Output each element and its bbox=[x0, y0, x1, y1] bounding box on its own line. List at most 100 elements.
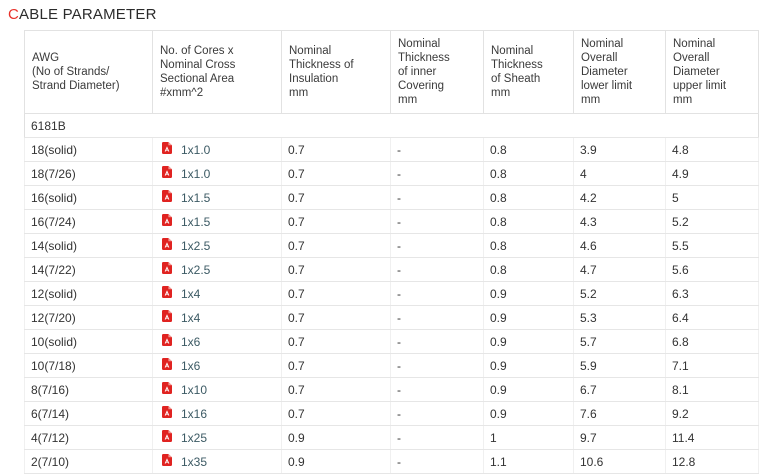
cell-insulation: 0.7 bbox=[281, 233, 391, 258]
cell-insulation: 0.7 bbox=[281, 209, 391, 234]
pdf-file-icon[interactable] bbox=[162, 214, 172, 229]
cores-pdf-link-wrap: 1x2.5 bbox=[162, 262, 210, 277]
cell-sheath: 0.8 bbox=[483, 137, 574, 162]
pdf-file-icon[interactable] bbox=[162, 142, 172, 157]
cores-pdf-link[interactable]: 1x1.5 bbox=[181, 190, 211, 205]
pdf-file-icon[interactable] bbox=[162, 382, 172, 397]
cell-sheath: 0.9 bbox=[483, 305, 574, 330]
cell-inner-covering: - bbox=[390, 449, 484, 474]
cores-pdf-link[interactable]: 1x6 bbox=[181, 334, 201, 349]
cell-cores: 1x10 bbox=[152, 377, 282, 402]
col-header-cores-cross-section: No. of Cores x Nominal Cross Sectional A… bbox=[152, 30, 282, 114]
cell-inner-covering: - bbox=[390, 305, 484, 330]
cell-awg: 18(solid) bbox=[24, 137, 153, 162]
cell-inner-covering: - bbox=[390, 377, 484, 402]
cores-pdf-link[interactable]: 1x1.5 bbox=[181, 214, 211, 229]
cores-pdf-link[interactable]: 1x1.0 bbox=[181, 166, 211, 181]
cell-od-upper: 12.8 bbox=[665, 449, 759, 474]
cell-insulation: 0.7 bbox=[281, 401, 391, 426]
table-row: 16(solid) 1x1.5 0.7-0.8 4.2 5 bbox=[24, 185, 759, 210]
cell-cores: 1x16 bbox=[152, 401, 282, 426]
table-row: 8(7/16) 1x10 0.7-0.9 6.7 8.1 bbox=[24, 377, 759, 402]
cores-pdf-link[interactable]: 1x2.5 bbox=[181, 238, 211, 253]
cell-od-upper: 6.3 bbox=[665, 281, 759, 306]
cell-od-upper: 5.6 bbox=[665, 257, 759, 282]
pdf-file-icon[interactable] bbox=[162, 190, 172, 205]
cores-pdf-link[interactable]: 1x25 bbox=[181, 430, 208, 445]
cores-pdf-link-wrap: 1x1.0 bbox=[162, 142, 210, 157]
cell-cores: 1x1.5 bbox=[152, 185, 282, 210]
cell-insulation: 0.9 bbox=[281, 449, 391, 474]
cell-od-lower: 9.7 bbox=[573, 425, 666, 450]
pdf-file-icon[interactable] bbox=[162, 286, 172, 301]
pdf-file-icon[interactable] bbox=[162, 262, 172, 277]
cell-awg: 16(solid) bbox=[24, 185, 153, 210]
table-row: 4(7/12) 1x25 0.9-1 9.7 11.4 bbox=[24, 425, 759, 450]
table-row: 6(7/14) 1x16 0.7-0.9 7.6 9.2 bbox=[24, 401, 759, 426]
cell-sheath: 0.9 bbox=[483, 353, 574, 378]
cores-pdf-link-wrap: 1x1.5 bbox=[162, 190, 210, 205]
cores-pdf-link-wrap: 1x10 bbox=[162, 382, 207, 397]
cell-sheath: 0.9 bbox=[483, 377, 574, 402]
col-header-od-lower-limit: Nominal Overall Diameter lower limit mm bbox=[573, 30, 666, 114]
cell-od-upper: 7.1 bbox=[665, 353, 759, 378]
cell-od-upper: 11.4 bbox=[665, 425, 759, 450]
cell-inner-covering: - bbox=[390, 257, 484, 282]
col-header-insulation-thickness: Nominal Thickness of Insulation mm bbox=[281, 30, 391, 114]
cores-pdf-link[interactable]: 1x4 bbox=[181, 310, 201, 325]
cores-pdf-link[interactable]: 1x1.0 bbox=[181, 142, 211, 157]
pdf-file-icon[interactable] bbox=[162, 310, 172, 325]
table-row: 12(solid) 1x4 0.7-0.9 5.2 6.3 bbox=[24, 281, 759, 306]
cell-awg: 4(7/12) bbox=[24, 425, 153, 450]
cell-sheath: 0.9 bbox=[483, 329, 574, 354]
cell-od-lower: 5.7 bbox=[573, 329, 666, 354]
header-row: AWG (No of Strands/ Strand Diameter) No.… bbox=[24, 30, 759, 114]
cell-cores: 1x1.5 bbox=[152, 209, 282, 234]
pdf-file-icon[interactable] bbox=[162, 454, 172, 469]
cell-od-upper: 5.2 bbox=[665, 209, 759, 234]
cell-inner-covering: - bbox=[390, 161, 484, 186]
cell-od-lower: 4.7 bbox=[573, 257, 666, 282]
cores-pdf-link-wrap: 1x35 bbox=[162, 454, 207, 469]
cell-od-lower: 4.2 bbox=[573, 185, 666, 210]
pdf-file-icon[interactable] bbox=[162, 334, 172, 349]
cell-od-lower: 4.3 bbox=[573, 209, 666, 234]
pdf-file-icon[interactable] bbox=[162, 406, 172, 421]
cores-pdf-link[interactable]: 1x4 bbox=[181, 286, 201, 301]
cell-awg: 16(7/24) bbox=[24, 209, 153, 234]
cell-inner-covering: - bbox=[390, 209, 484, 234]
cell-awg: 8(7/16) bbox=[24, 377, 153, 402]
cell-od-lower: 6.7 bbox=[573, 377, 666, 402]
pdf-file-icon[interactable] bbox=[162, 430, 172, 445]
cell-inner-covering: - bbox=[390, 353, 484, 378]
cores-pdf-link[interactable]: 1x10 bbox=[181, 382, 208, 397]
cell-sheath: 0.8 bbox=[483, 233, 574, 258]
pdf-file-icon[interactable] bbox=[162, 238, 172, 253]
cell-insulation: 0.9 bbox=[281, 425, 391, 450]
cores-pdf-link-wrap: 1x25 bbox=[162, 430, 207, 445]
page-title-text: ABLE PARAMETER bbox=[19, 6, 157, 23]
cell-od-upper: 4.8 bbox=[665, 137, 759, 162]
cores-pdf-link-wrap: 1x1.0 bbox=[162, 166, 210, 181]
cell-insulation: 0.7 bbox=[281, 377, 391, 402]
cell-cores: 1x1.0 bbox=[152, 161, 282, 186]
cell-sheath: 0.8 bbox=[483, 257, 574, 282]
cell-od-lower: 4 bbox=[573, 161, 666, 186]
cell-od-upper: 5.5 bbox=[665, 233, 759, 258]
cell-awg: 10(7/18) bbox=[24, 353, 153, 378]
page-title: CABLE PARAMETER bbox=[8, 6, 768, 23]
cores-pdf-link-wrap: 1x4 bbox=[162, 286, 200, 301]
cell-od-lower: 10.6 bbox=[573, 449, 666, 474]
page-title-accent-letter: C bbox=[8, 6, 20, 23]
cores-pdf-link[interactable]: 1x2.5 bbox=[181, 262, 211, 277]
cores-pdf-link[interactable]: 1x6 bbox=[181, 358, 201, 373]
cell-insulation: 0.7 bbox=[281, 281, 391, 306]
cores-pdf-link[interactable]: 1x35 bbox=[181, 454, 208, 469]
pdf-file-icon[interactable] bbox=[162, 358, 172, 373]
cell-insulation: 0.7 bbox=[281, 305, 391, 330]
col-header-sheath-thickness: Nominal Thickness of Sheath mm bbox=[483, 30, 574, 114]
cores-pdf-link[interactable]: 1x16 bbox=[181, 406, 208, 421]
cell-awg: 12(solid) bbox=[24, 281, 153, 306]
cell-awg: 14(7/22) bbox=[24, 257, 153, 282]
pdf-file-icon[interactable] bbox=[162, 166, 172, 181]
